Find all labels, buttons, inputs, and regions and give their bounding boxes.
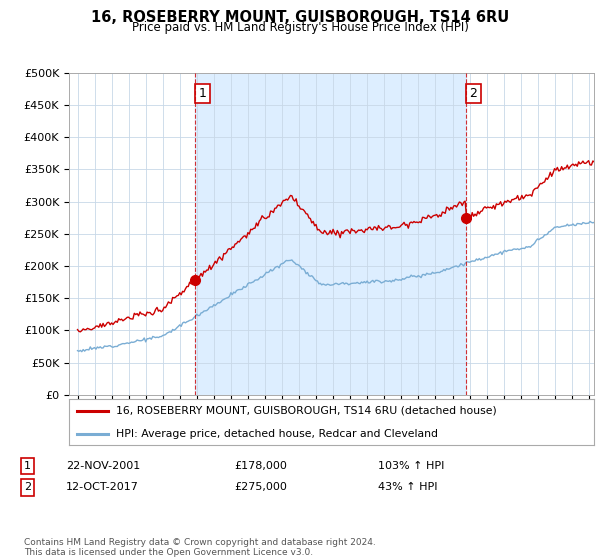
Text: 16, ROSEBERRY MOUNT, GUISBOROUGH, TS14 6RU: 16, ROSEBERRY MOUNT, GUISBOROUGH, TS14 6… — [91, 10, 509, 25]
Text: £178,000: £178,000 — [234, 461, 287, 471]
Text: 12-OCT-2017: 12-OCT-2017 — [66, 482, 139, 492]
Text: Price paid vs. HM Land Registry's House Price Index (HPI): Price paid vs. HM Land Registry's House … — [131, 21, 469, 34]
Text: 1: 1 — [199, 87, 206, 100]
Bar — [195, 73, 466, 395]
Text: 2: 2 — [24, 482, 31, 492]
Text: Contains HM Land Registry data © Crown copyright and database right 2024.
This d: Contains HM Land Registry data © Crown c… — [24, 538, 376, 557]
Text: 2: 2 — [470, 87, 478, 100]
Text: 43% ↑ HPI: 43% ↑ HPI — [378, 482, 437, 492]
Text: HPI: Average price, detached house, Redcar and Cleveland: HPI: Average price, detached house, Redc… — [116, 429, 438, 438]
Text: £275,000: £275,000 — [234, 482, 287, 492]
Text: 1: 1 — [24, 461, 31, 471]
Text: 16, ROSEBERRY MOUNT, GUISBOROUGH, TS14 6RU (detached house): 16, ROSEBERRY MOUNT, GUISBOROUGH, TS14 6… — [116, 406, 497, 416]
Text: 103% ↑ HPI: 103% ↑ HPI — [378, 461, 445, 471]
Text: 22-NOV-2001: 22-NOV-2001 — [66, 461, 140, 471]
